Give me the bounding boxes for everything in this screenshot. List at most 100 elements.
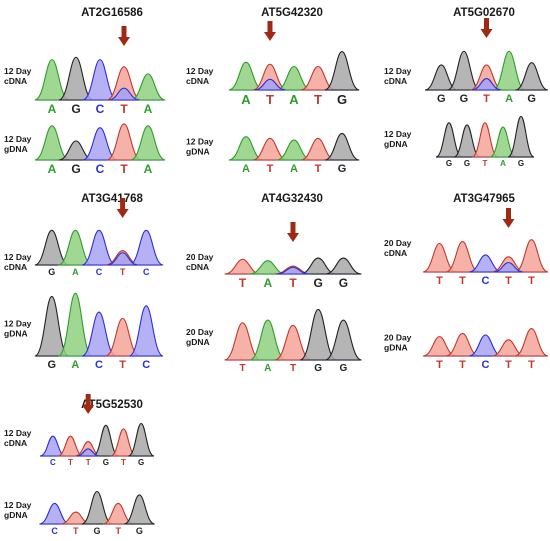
peak-G bbox=[123, 494, 155, 525]
base-call-A: A bbox=[500, 159, 506, 168]
row-label: 12 Day cDNA bbox=[4, 252, 32, 272]
peak-C bbox=[82, 59, 118, 101]
base-call-G: G bbox=[527, 93, 536, 105]
base-call-G: G bbox=[446, 159, 452, 168]
base-call-G: G bbox=[464, 159, 470, 168]
down-arrow-icon bbox=[502, 208, 515, 228]
base-call-C: C bbox=[95, 359, 103, 371]
secondary-peak-C bbox=[493, 261, 524, 273]
base-call-T: T bbox=[483, 159, 488, 168]
peak-C bbox=[81, 311, 117, 357]
base-call-A: A bbox=[264, 363, 271, 374]
peak-G bbox=[81, 490, 113, 525]
base-call-G: G bbox=[138, 458, 144, 467]
secondary-peak-C bbox=[471, 78, 502, 91]
peak-G bbox=[299, 308, 337, 361]
base-call-C: C bbox=[482, 275, 490, 287]
gdna-trace: 12 Day gDNA A T A T G bbox=[186, 132, 360, 175]
down-arrow-icon bbox=[82, 394, 95, 414]
cdna-trace: 12 Day cDNA G G T A G bbox=[384, 18, 549, 105]
peak-C bbox=[39, 502, 71, 525]
base-call-C: C bbox=[96, 102, 105, 116]
secondary-peak-C bbox=[108, 87, 140, 101]
base-call-A: A bbox=[263, 276, 272, 290]
cdna-trace: 12 Day cDNA C T T G T G bbox=[4, 394, 155, 467]
row-label: 20 Day gDNA bbox=[384, 333, 412, 353]
base-call-C: C bbox=[50, 458, 56, 467]
base-call-C: C bbox=[51, 526, 58, 536]
panel-at5g52530: AT5G52530 12 Day cDNA C T T G T G 12 Day gDNA C T G T G bbox=[4, 394, 155, 536]
base-call-T: T bbox=[73, 526, 79, 536]
peak-G bbox=[325, 319, 362, 361]
peak-T bbox=[514, 239, 549, 273]
base-call-A: A bbox=[48, 102, 57, 116]
base-call-T: T bbox=[436, 359, 443, 371]
base-call-T: T bbox=[86, 458, 91, 467]
row-label: 12 Day gDNA bbox=[4, 500, 32, 520]
base-call-G: G bbox=[339, 276, 348, 290]
base-call-C: C bbox=[142, 359, 150, 371]
down-arrow-icon bbox=[116, 198, 129, 218]
base-call-T: T bbox=[289, 276, 297, 290]
base-call-A: A bbox=[290, 163, 298, 175]
base-call-G: G bbox=[136, 526, 143, 536]
base-call-G: G bbox=[314, 363, 322, 374]
base-call-C: C bbox=[482, 359, 490, 371]
base-call-A: A bbox=[505, 93, 513, 105]
base-call-G: G bbox=[337, 92, 347, 107]
base-call-A: A bbox=[242, 163, 250, 175]
row-label: 12 Day gDNA bbox=[384, 129, 412, 149]
peak-C bbox=[468, 334, 503, 357]
base-call-T: T bbox=[120, 267, 126, 277]
row-label: 20 Day cDNA bbox=[186, 252, 214, 272]
base-call-G: G bbox=[103, 458, 109, 467]
peak-A bbox=[130, 73, 166, 101]
down-arrow-icon bbox=[480, 18, 493, 38]
base-call-G: G bbox=[93, 526, 100, 536]
base-call-C: C bbox=[143, 267, 150, 277]
base-call-G: G bbox=[314, 276, 323, 290]
peak-A bbox=[249, 260, 287, 275]
gdna-trace: 20 Day gDNA T A T G G bbox=[186, 308, 362, 374]
peak-A bbox=[249, 319, 287, 361]
secondary-peak-C bbox=[107, 252, 138, 266]
secondary-peak-C bbox=[276, 266, 310, 275]
cdna-trace: 20 Day cDNA T A T G G bbox=[186, 222, 362, 290]
gdna-trace: 20 Day gDNA T T C T T bbox=[384, 327, 549, 371]
gene-title: AT3G41768 bbox=[81, 193, 143, 205]
panel-at5g02670: AT5G02670 12 Day cDNA G G T A G 12 Day gDNA G G T A G bbox=[384, 7, 549, 168]
peak-T bbox=[514, 327, 549, 357]
base-call-G: G bbox=[338, 163, 347, 175]
base-call-T: T bbox=[459, 359, 466, 371]
down-arrow-icon bbox=[287, 222, 299, 242]
base-call-A: A bbox=[144, 102, 153, 116]
down-arrow-icon bbox=[264, 21, 276, 41]
peak-A bbox=[34, 125, 70, 161]
peak-C bbox=[129, 229, 164, 266]
panel-at3g47965: AT3G47965 20 Day cDNA T T C T T 20 Day gDNA T T C T T bbox=[384, 193, 549, 371]
secondary-peak-C bbox=[254, 78, 286, 91]
base-call-T: T bbox=[120, 162, 128, 176]
peak-T bbox=[57, 435, 84, 457]
base-call-T: T bbox=[459, 275, 466, 287]
row-label: 20 Day cDNA bbox=[384, 238, 412, 258]
cdna-trace: 12 Day cDNA G A C T C bbox=[4, 198, 164, 277]
base-call-T: T bbox=[266, 92, 274, 107]
peak-T bbox=[445, 241, 480, 273]
base-call-G: G bbox=[437, 93, 446, 105]
row-label: 20 Day gDNA bbox=[186, 327, 214, 347]
base-call-G: G bbox=[340, 363, 348, 374]
gene-title: AT5G42320 bbox=[261, 7, 323, 19]
base-call-T: T bbox=[239, 276, 247, 290]
base-call-T: T bbox=[240, 363, 246, 374]
peak-C bbox=[128, 305, 164, 357]
base-call-T: T bbox=[121, 458, 126, 467]
peak-A bbox=[492, 50, 526, 91]
